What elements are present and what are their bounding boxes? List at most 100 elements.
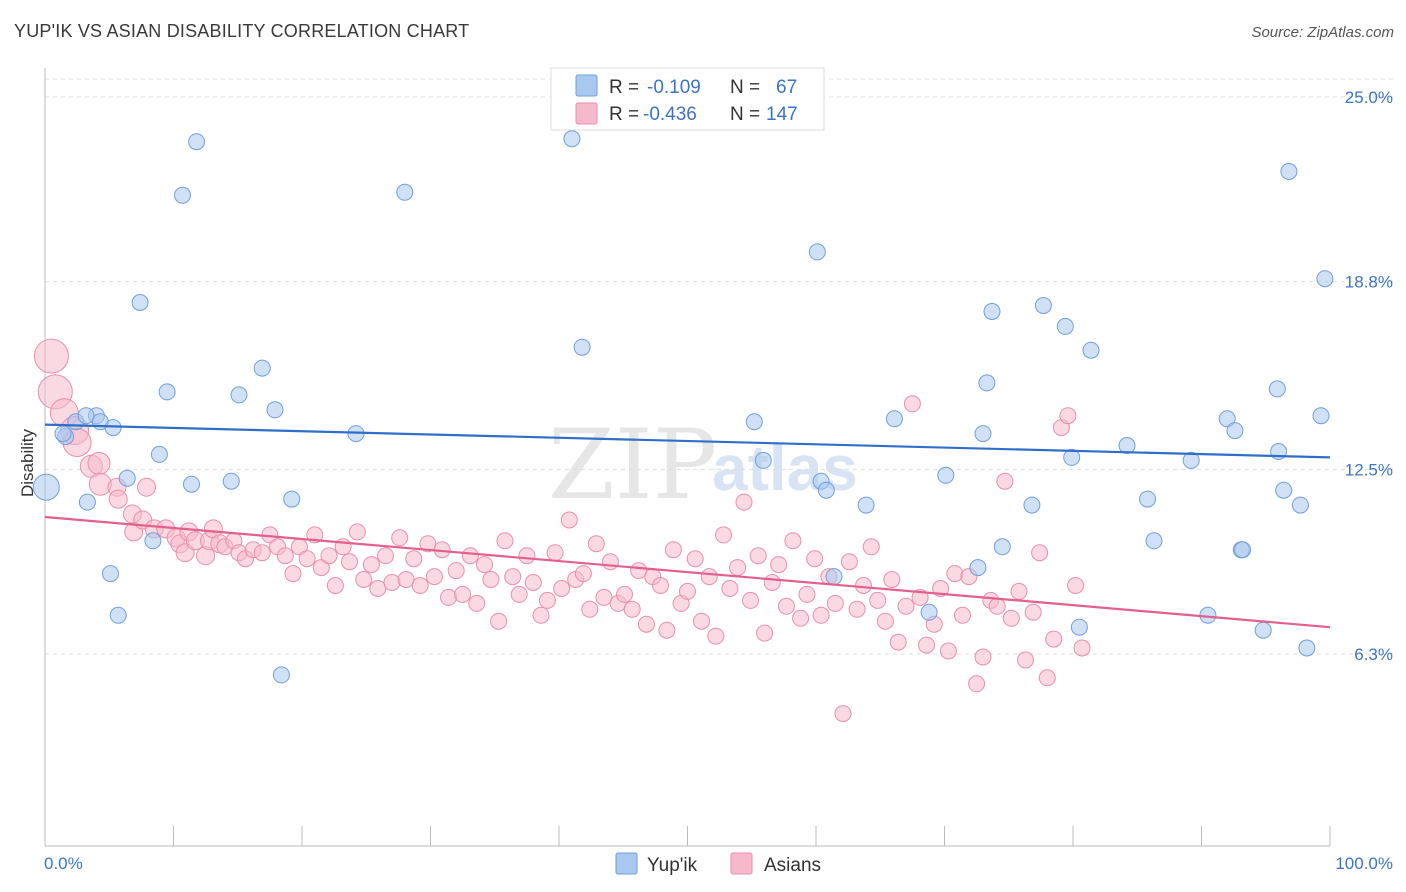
yupik-point (983, 303, 1001, 320)
legend-n-value: 67 (776, 77, 797, 98)
asians-point (1024, 603, 1042, 621)
trend-line-asians (44, 515, 1331, 629)
asians-point (763, 574, 781, 591)
asians-point (826, 594, 844, 612)
source-note: Source: ZipAtlas.com (1251, 24, 1394, 41)
asians-point (715, 526, 732, 544)
asians-point (903, 395, 921, 413)
legend-n-label: N = (730, 77, 760, 98)
asians-point (686, 550, 704, 568)
yupik-point (54, 425, 72, 443)
y-tick-label: 18.8% (1345, 273, 1393, 292)
yupik-point (109, 606, 127, 624)
y-tick-labels: 6.3% 12.5% 18.8% 25.0% (1345, 88, 1393, 664)
asians-point (440, 588, 457, 606)
yupik-point (825, 568, 843, 586)
asians-point (411, 577, 429, 594)
asians-points (33, 338, 1091, 723)
asians-point (461, 547, 479, 565)
asians-point (397, 571, 415, 588)
asians-point (546, 544, 564, 562)
asians-point (954, 606, 971, 624)
asians-point (658, 621, 676, 639)
asians-point (454, 585, 472, 603)
x-tick-label: 100.0% (1335, 854, 1393, 873)
legend-r-value: -0.436 (643, 104, 697, 125)
asians-point (664, 541, 682, 559)
legend-n-label: N = (730, 104, 760, 125)
asians-point (298, 550, 316, 568)
asians-point (490, 612, 508, 630)
yupik-point (1312, 407, 1330, 425)
yupik-point (817, 481, 835, 499)
yupik-point (1082, 341, 1100, 359)
asians-point (425, 568, 443, 586)
yupik-point (174, 186, 191, 204)
yupik-point (1234, 541, 1252, 559)
yupik-point (272, 666, 290, 684)
yupik-point (1254, 621, 1272, 639)
asians-point (679, 582, 696, 600)
yupik-point (974, 425, 992, 443)
asians-point (496, 532, 514, 550)
asians-point (834, 705, 852, 723)
asians-point (33, 338, 69, 374)
yupik-point (1275, 481, 1293, 499)
asians-point (876, 612, 894, 630)
asians-point (377, 547, 394, 565)
yupik-point (1316, 270, 1334, 288)
yupik-point (1056, 317, 1074, 335)
asians-point (369, 580, 387, 597)
asians-point (504, 568, 522, 586)
legend: R = -0.109 N = 67 R = -0.436 N = 147 (550, 67, 825, 131)
asians-point (587, 535, 605, 553)
yupik-point (563, 130, 581, 148)
asians-point (391, 529, 409, 547)
yupik-point (1298, 639, 1316, 657)
asians-point (988, 597, 1006, 615)
asians-point (848, 600, 866, 618)
asians-point (652, 577, 669, 594)
asians-point (792, 609, 810, 627)
yupik-point (1291, 496, 1309, 514)
yupik-point (1218, 410, 1236, 428)
yupik-point (857, 496, 875, 514)
asians-point (616, 585, 633, 603)
asians-point (518, 547, 536, 565)
yupik-point (32, 473, 60, 501)
asians-point (974, 648, 992, 666)
asians-point (1067, 577, 1085, 594)
asians-point (1002, 609, 1020, 627)
yupik-point (1023, 496, 1041, 514)
asians-point (707, 627, 725, 645)
asians-point (862, 538, 880, 556)
yupik-point (118, 469, 136, 487)
asians-point (721, 580, 739, 597)
yupik-point (283, 490, 301, 508)
asians-point (524, 574, 542, 591)
legend-swatch-asians (575, 102, 598, 125)
yupik-point (150, 445, 168, 463)
y-axis-title: Disability (18, 428, 37, 497)
asians-point (770, 556, 788, 574)
asians-point (1017, 651, 1034, 669)
yupik-point (1118, 437, 1136, 454)
asians-point (312, 559, 330, 577)
yupik-point (573, 338, 591, 356)
yupik-point (1145, 532, 1163, 550)
asians-point (897, 597, 915, 615)
asians-point (869, 591, 887, 609)
asians-point (693, 612, 711, 630)
asians-point (812, 606, 830, 624)
bottom-legend-swatch-yupik (615, 852, 638, 875)
asians-point (630, 562, 648, 580)
asians-point (419, 535, 437, 553)
trend-lines (44, 423, 1331, 629)
yupik-point (1139, 490, 1156, 508)
asians-point (341, 553, 358, 571)
legend-n-value: 147 (766, 104, 798, 125)
asians-point (538, 591, 556, 609)
asians-point (1045, 630, 1063, 648)
yupik-point (969, 559, 987, 577)
yupik-point (253, 359, 271, 377)
